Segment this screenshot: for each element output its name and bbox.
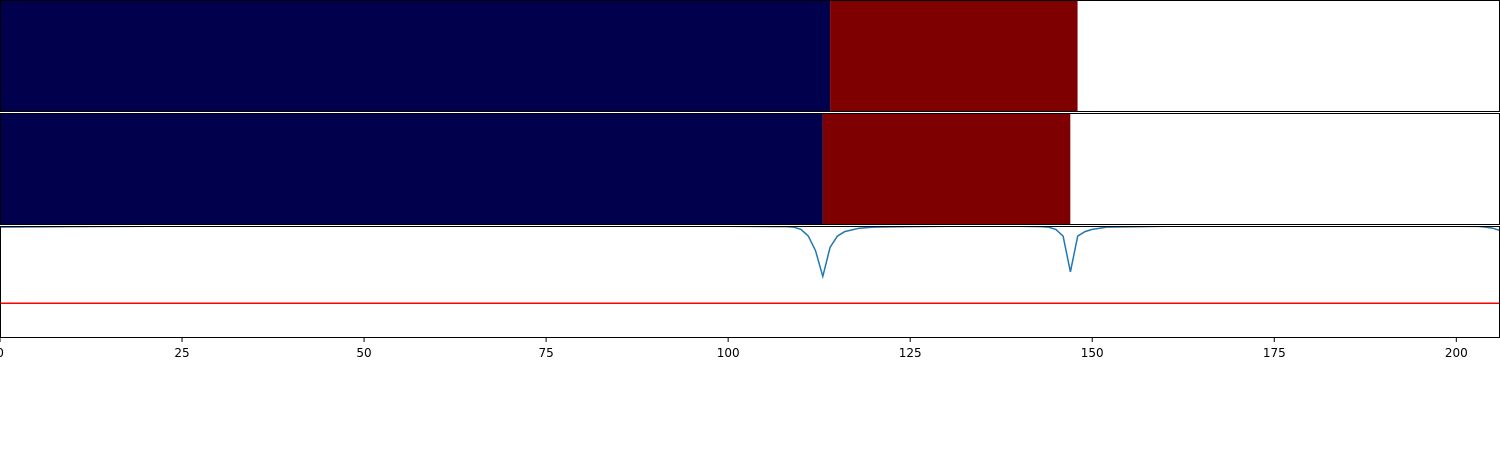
x-tick-label: 150 bbox=[1081, 346, 1104, 360]
heatmap-segment bbox=[1077, 0, 1500, 112]
x-tick-label: 75 bbox=[538, 346, 553, 360]
line-panel bbox=[0, 226, 1500, 338]
x-tick-label: 50 bbox=[356, 346, 371, 360]
heatmap-segment bbox=[0, 0, 831, 112]
x-tick-label: 125 bbox=[899, 346, 922, 360]
heatmap-segment bbox=[822, 113, 1071, 225]
heatmap-segment bbox=[1070, 113, 1500, 225]
heatmap-row-2 bbox=[0, 113, 1500, 225]
heatmap-segment bbox=[830, 0, 1078, 112]
x-tick-label: 100 bbox=[717, 346, 740, 360]
line-panel-background bbox=[0, 226, 1500, 338]
x-tick-label: 25 bbox=[174, 346, 189, 360]
heatmap-segment bbox=[0, 113, 823, 225]
heatmap-row-1 bbox=[0, 0, 1500, 112]
x-tick-label: 175 bbox=[1263, 346, 1286, 360]
x-tick-label: 0 bbox=[0, 346, 4, 360]
x-tick-label: 200 bbox=[1445, 346, 1468, 360]
